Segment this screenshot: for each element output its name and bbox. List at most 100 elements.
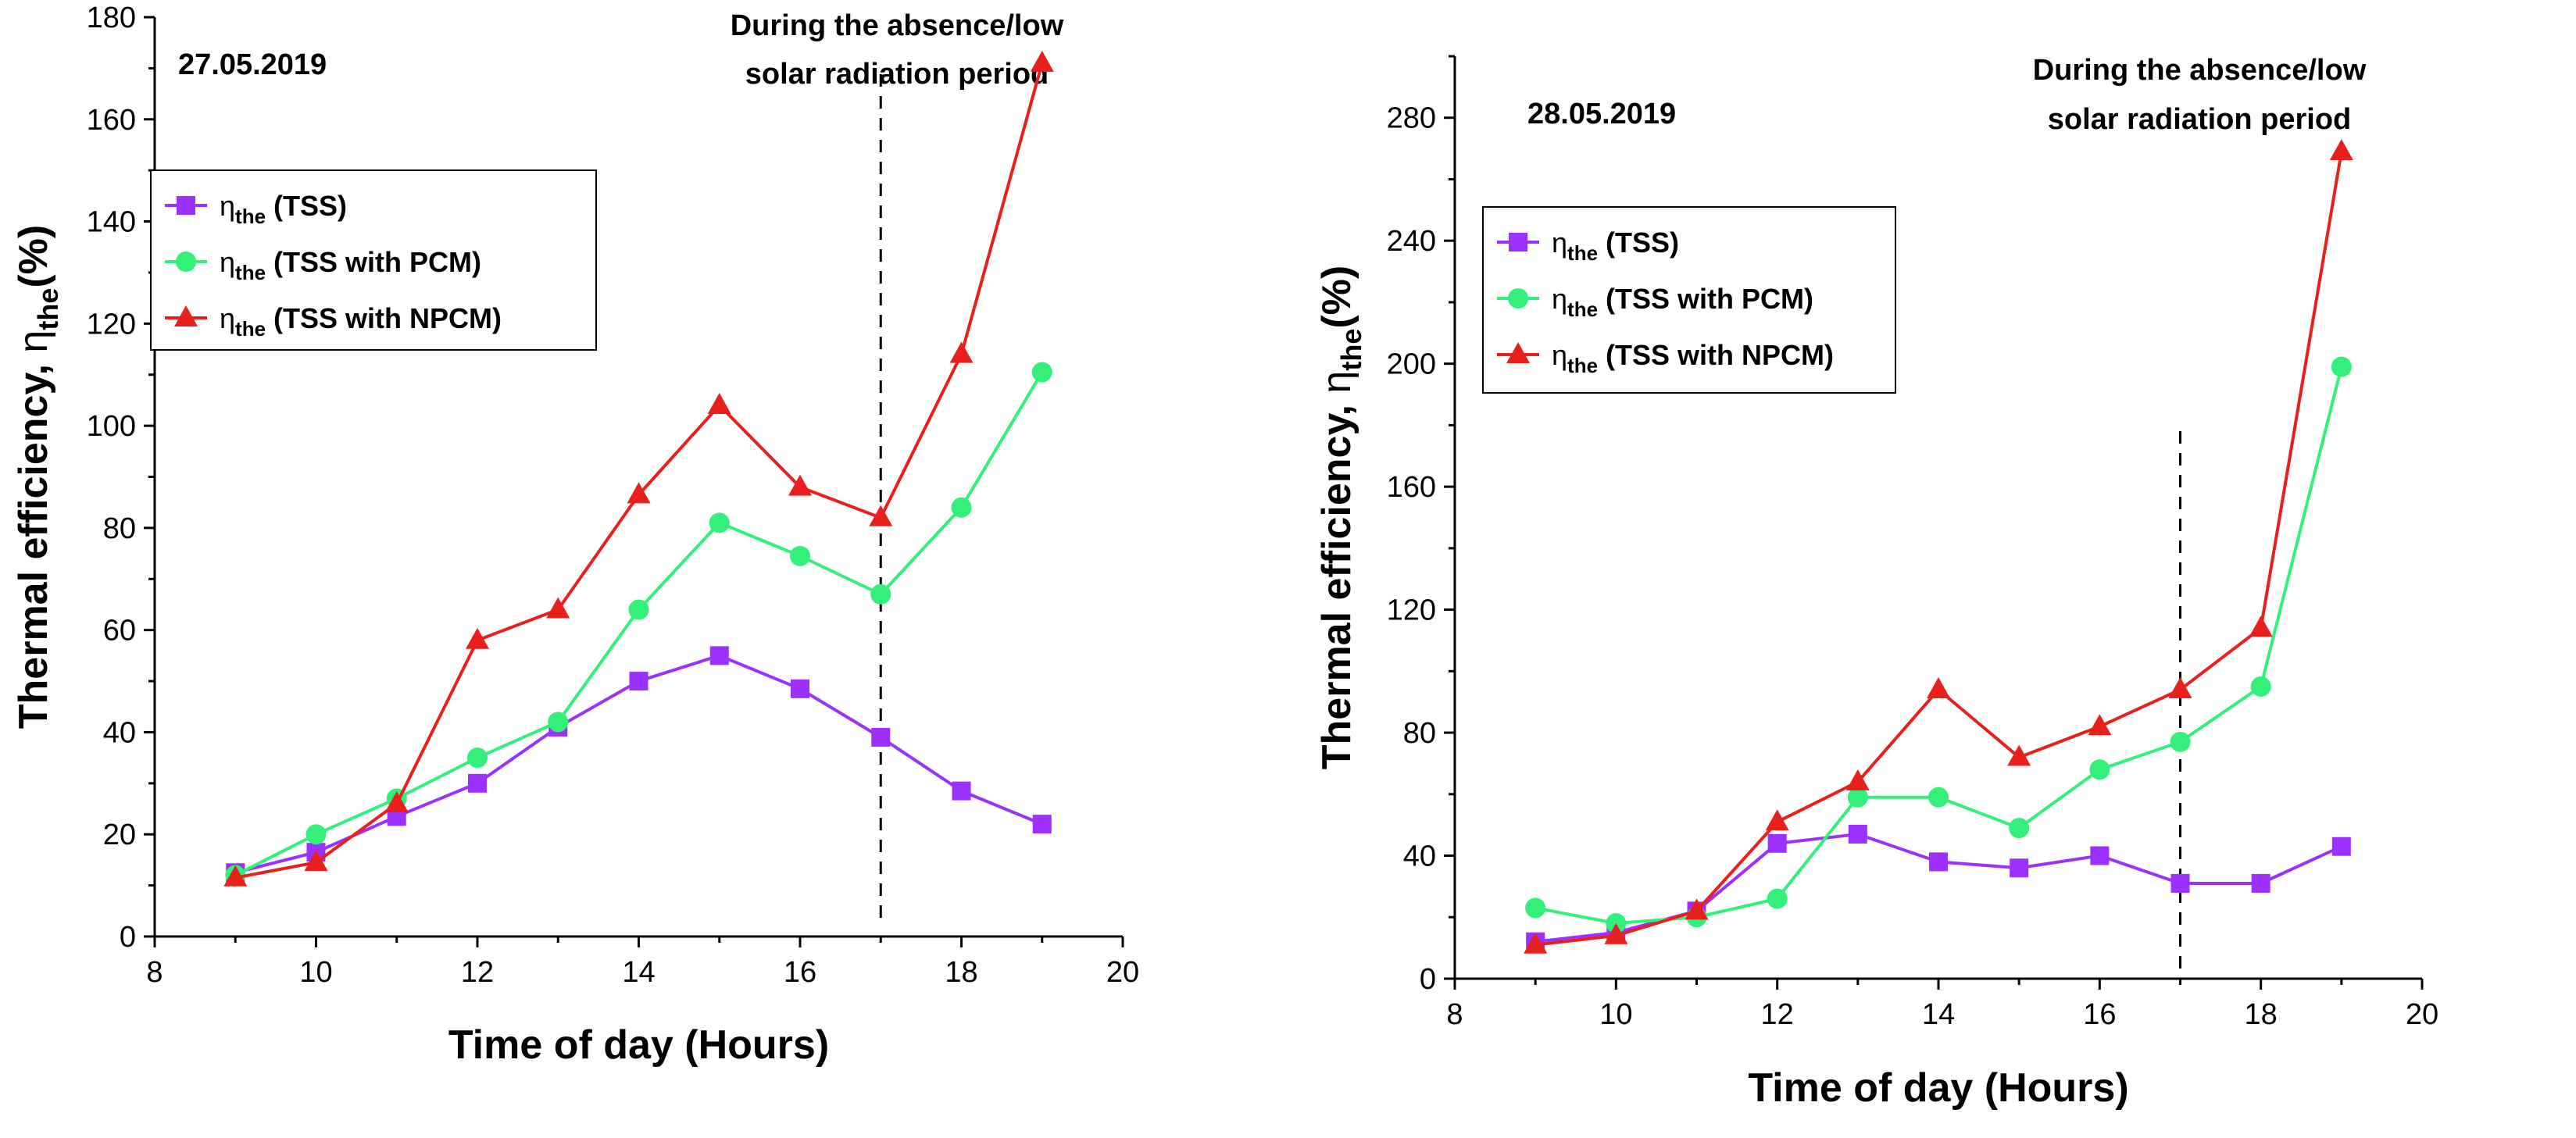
- legend-box: [150, 169, 597, 351]
- data-point-tss: [871, 727, 891, 747]
- x-axis-title: Time of day (Hours): [1748, 1065, 2128, 1111]
- chart-panel-left: 8 10 12 14 16 18 20 0 20 40 60 80 100 120 140 160 180 Tim…: [11, 2, 1139, 1068]
- data-point-npcm: [627, 482, 651, 504]
- x-tick-label: 16: [2083, 998, 2116, 1031]
- y-tick-label: 160: [1387, 471, 1436, 504]
- data-point-tss: [709, 646, 729, 665]
- panel-date-label: 27.05.2019: [178, 48, 327, 81]
- legend-swatch-marker-tss: [177, 196, 195, 215]
- legend-swatch-marker-npcm: [174, 305, 198, 326]
- y-tick-label: 200: [1387, 348, 1436, 381]
- legend-entry-sub: the: [235, 261, 266, 284]
- y-tick-label: 120: [87, 308, 136, 341]
- y-tick-label: 160: [87, 104, 136, 137]
- data-point-npcm: [1524, 932, 1548, 954]
- data-point-pcm: [628, 599, 649, 620]
- legend-entry-eta: η: [1552, 227, 1567, 259]
- legend-entry-label: (TSS with NPCM): [266, 302, 502, 334]
- y-axis-title: Thermal efficiency, ηthe(%): [11, 225, 64, 729]
- annotation-line-2: solar radiation period: [745, 58, 1049, 91]
- series-line-pcm: [234, 371, 1044, 877]
- y-tick-label: 100: [87, 410, 136, 443]
- data-point-pcm: [870, 583, 891, 605]
- x-tick-label: 18: [2245, 998, 2278, 1031]
- data-point-npcm: [707, 392, 731, 414]
- data-point-pcm: [2250, 676, 2271, 697]
- y-axis-title-tail: (%): [11, 225, 56, 288]
- data-point-pcm: [2089, 759, 2110, 780]
- legend-entry-label: (TSS with PCM): [266, 246, 481, 278]
- legend-entry-npcm: ηthe (TSS with NPCM): [1552, 339, 1834, 377]
- legend: ηthe (TSS)ηthe (TSS with PCM)ηthe (TSS w…: [150, 169, 597, 351]
- y-tick-label: 180: [87, 2, 136, 34]
- y-axis-title-main: Thermal efficiency,: [1314, 394, 1359, 770]
- legend-entry-eta: η: [1552, 283, 1567, 315]
- x-axis-title: Time of day (Hours): [448, 1022, 829, 1068]
- y-tick-label: 0: [1420, 963, 1436, 996]
- legend-entry-eta: η: [220, 302, 235, 334]
- legend-entry-pcm: ηthe (TSS with PCM): [220, 246, 481, 284]
- legend-entry-sub: the: [1567, 354, 1598, 377]
- legend-swatch-marker-tss: [1509, 233, 1527, 252]
- x-tick-label: 8: [1446, 998, 1463, 1031]
- x-tick-label: 20: [1106, 956, 1139, 989]
- legend-entry-label: (TSS): [266, 190, 347, 222]
- legend-swatch-marker-pcm: [1508, 288, 1528, 309]
- legend: ηthe (TSS)ηthe (TSS with PCM)ηthe (TSS w…: [1482, 206, 1896, 394]
- y-tick-label: 120: [1387, 594, 1436, 627]
- y-axis-title-sub: the: [32, 288, 64, 330]
- series-line-pcm: [1535, 366, 2343, 926]
- legend-entry-label: (TSS with PCM): [1598, 283, 1813, 315]
- series-line-tss: [1535, 832, 2342, 944]
- x-tick-label: 14: [1922, 998, 1955, 1031]
- y-axis-title: Thermal efficiency, ηthe(%): [1314, 266, 1367, 769]
- legend-entry-pcm: ηthe (TSS with PCM): [1552, 283, 1813, 321]
- y-tick-label: 240: [1387, 225, 1436, 258]
- data-point-pcm: [709, 512, 730, 533]
- legend-entry-npcm: ηthe (TSS with NPCM): [220, 302, 502, 341]
- legend-entry-sub: the: [1567, 241, 1598, 265]
- data-point-pcm: [1031, 362, 1052, 383]
- data-point-pcm: [548, 712, 569, 733]
- data-point-npcm: [2329, 139, 2353, 161]
- data-point-npcm: [788, 474, 812, 496]
- data-point-npcm: [384, 790, 409, 812]
- data-point-tss: [1848, 824, 1867, 844]
- x-tick-label: 14: [622, 956, 655, 989]
- legend-entry-sub: the: [235, 205, 266, 228]
- y-tick-label: 20: [103, 819, 136, 851]
- data-point-tss: [952, 781, 971, 801]
- x-tick-label: 12: [1761, 998, 1794, 1031]
- y-axis-title-sub: the: [1335, 329, 1367, 371]
- data-point-tss: [2170, 873, 2190, 893]
- x-tick-label: 10: [299, 956, 332, 989]
- legend-swatch-marker-npcm: [1506, 342, 1530, 363]
- data-point-npcm: [1765, 809, 1789, 831]
- x-tick-label: 8: [146, 956, 163, 989]
- legend-entry-sub: the: [235, 317, 266, 341]
- y-tick-label: 80: [1403, 717, 1436, 750]
- legend-box: [1482, 206, 1896, 394]
- legend-entry-eta: η: [220, 190, 235, 222]
- x-tick-label: 18: [945, 956, 977, 989]
- data-point-tss: [2251, 873, 2271, 893]
- data-point-npcm: [1604, 922, 1628, 944]
- legend-entry-sub: the: [1567, 298, 1598, 321]
- data-point-npcm: [1030, 50, 1054, 72]
- y-axis-title-eta: η: [1314, 371, 1359, 394]
- data-point-tss: [1767, 833, 1787, 853]
- data-point-npcm: [1927, 676, 1950, 698]
- y-tick-label: 40: [103, 716, 136, 749]
- y-tick-label: 0: [120, 921, 136, 954]
- x-tick-label: 10: [1599, 998, 1632, 1031]
- data-point-npcm: [949, 341, 974, 363]
- data-point-npcm: [869, 505, 893, 526]
- data-point-tss: [1032, 815, 1052, 834]
- legend-swatch-marker-pcm: [176, 252, 196, 272]
- data-point-pcm: [1525, 897, 1546, 919]
- data-point-tss: [2010, 858, 2029, 878]
- x-tick-label: 12: [461, 956, 494, 989]
- y-tick-label: 40: [1403, 840, 1436, 873]
